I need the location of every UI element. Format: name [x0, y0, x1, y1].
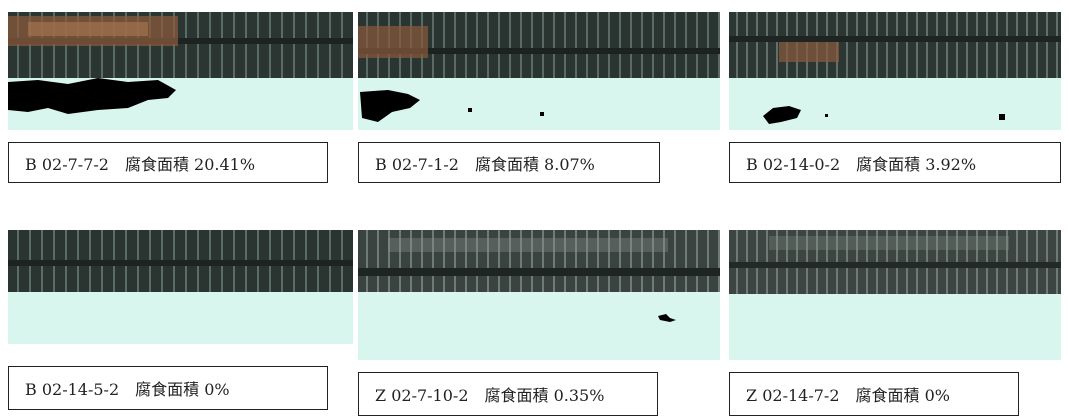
corrosion-mask: [729, 78, 1061, 130]
sample-panel-B02-7-1-2: B 02-7-1-2 腐食面積 8.07%: [358, 12, 720, 212]
surface-photo: [8, 12, 353, 78]
surface-photo: [8, 230, 353, 292]
surface-photo: [358, 230, 720, 292]
sample-label: Z 02-14-7-2 腐食面積 0%: [729, 372, 1019, 416]
sample-panel-B02-14-0-2: B 02-14-0-2 腐食面積 3.92%: [729, 12, 1061, 212]
corrosion-blob: [360, 90, 420, 122]
sample-label: B 02-7-7-2 腐食面積 20.41%: [8, 142, 328, 183]
sample-panel-Z02-7-10-2: Z 02-7-10-2 腐食面積 0.35%: [358, 230, 720, 416]
sample-label: B 02-14-5-2 腐食面積 0%: [8, 366, 328, 410]
surface-photo: [729, 12, 1061, 78]
corrosion-blob: [8, 78, 176, 114]
sample-label: Z 02-7-10-2 腐食面積 0.35%: [358, 372, 658, 416]
corrosion-mask: [729, 294, 1061, 360]
corrosion-mask: [8, 292, 353, 344]
corrosion-mask: [358, 78, 720, 130]
surface-photo: [358, 12, 720, 78]
corrosion-dot: [468, 108, 472, 112]
surface-photo: [729, 230, 1061, 294]
sample-panel-B02-14-5-2: B 02-14-5-2 腐食面積 0%: [8, 230, 353, 416]
corrosion-mask: [8, 78, 353, 130]
sample-panel-Z02-14-7-2: Z 02-14-7-2 腐食面積 0%: [729, 230, 1061, 416]
corrosion-mask: [358, 292, 720, 360]
corrosion-dot: [999, 114, 1005, 120]
corrosion-dot: [825, 114, 828, 117]
sample-panel-B02-7-7-2: B 02-7-7-2 腐食面積 20.41%: [8, 12, 353, 212]
sample-label: B 02-7-1-2 腐食面積 8.07%: [358, 142, 660, 183]
corrosion-dot: [540, 112, 544, 116]
sample-label: B 02-14-0-2 腐食面積 3.92%: [729, 142, 1061, 183]
corrosion-blob: [763, 106, 801, 124]
corrosion-blob: [658, 314, 676, 322]
